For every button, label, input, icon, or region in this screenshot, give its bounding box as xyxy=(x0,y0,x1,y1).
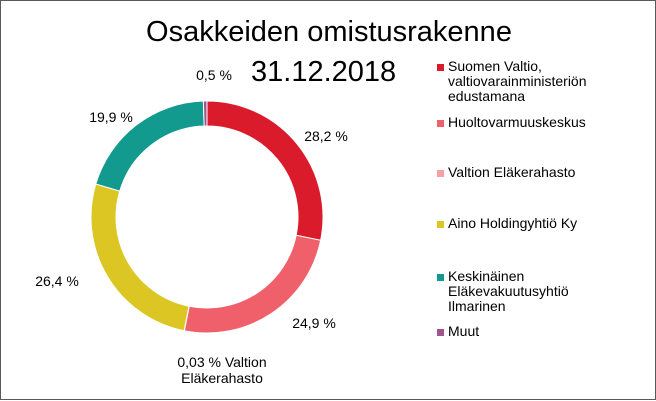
legend-label: Keskinäinen Eläkevakuutusyhtiö Ilmarinen xyxy=(448,268,569,314)
legend-swatch xyxy=(437,64,444,71)
legend-item: Keskinäinen Eläkevakuutusyhtiö Ilmarinen xyxy=(437,269,569,314)
donut-slice xyxy=(90,183,190,332)
legend-swatch xyxy=(437,329,444,336)
legend-swatch xyxy=(437,170,444,177)
data-label: 28,2 % xyxy=(304,128,348,144)
legend-label: Aino Holdingyhtiö Ky xyxy=(448,215,578,231)
data-label: 26,4 % xyxy=(35,273,79,289)
legend-item: Huoltovarmuuskeskus xyxy=(437,115,586,130)
legend-label: Huoltovarmuuskeskus xyxy=(448,114,586,130)
legend-swatch xyxy=(437,274,444,281)
legend-item: Valtion Eläkerahasto xyxy=(437,165,575,180)
legend-item: Aino Holdingyhtiö Ky xyxy=(437,216,577,231)
legend-label: Muut xyxy=(448,323,480,339)
chart-title: Osakkeiden omistusrakenne xyxy=(146,16,512,48)
legend-item: Suomen Valtio, valtiovarainministeriön e… xyxy=(437,59,587,104)
donut-slice xyxy=(202,100,208,127)
chart-subtitle: 31.12.2018 xyxy=(251,56,397,88)
data-label: 0,5 % xyxy=(196,67,232,83)
donut-slice xyxy=(206,100,324,241)
data-label: 19,9 % xyxy=(89,109,133,125)
data-label: 24,9 % xyxy=(292,315,336,331)
legend-item: Muut xyxy=(437,324,479,339)
legend-label: Valtion Eläkerahasto xyxy=(448,164,576,180)
legend-swatch xyxy=(437,221,444,228)
legend-label: Suomen Valtio, valtiovarainministeriön e… xyxy=(448,58,587,104)
data-label: 0,03 % Valtion Eläkerahasto xyxy=(177,354,266,386)
legend-swatch xyxy=(437,120,444,127)
